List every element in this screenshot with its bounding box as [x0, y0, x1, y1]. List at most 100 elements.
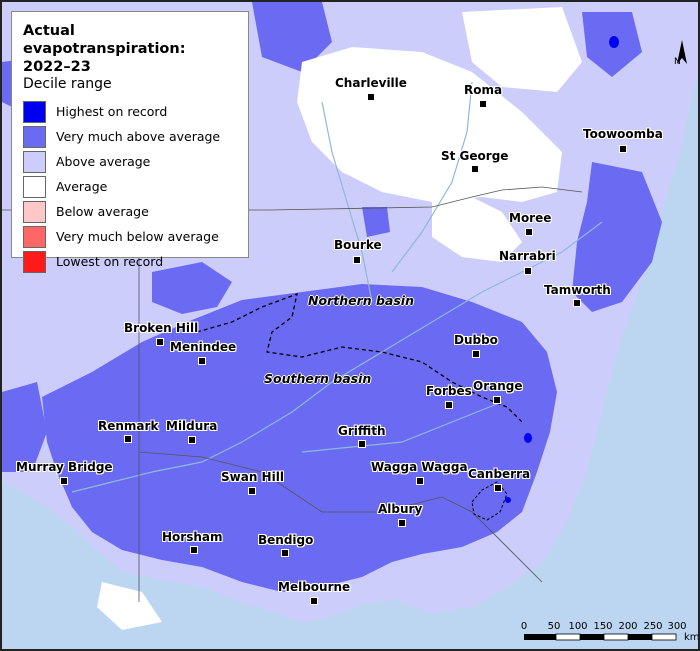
town-marker	[353, 256, 361, 264]
place-label-mildura: Mildura	[166, 419, 218, 433]
place-label-murray-bridge: Murray Bridge	[16, 460, 113, 474]
patch-top	[252, 2, 332, 72]
river-north	[321, 101, 373, 303]
town-marker	[525, 228, 533, 236]
map-legend: Actual evapotranspiration: 2022–23 Decil…	[11, 11, 249, 273]
town-marker	[416, 477, 424, 485]
place-label-albury: Albury	[378, 502, 423, 516]
town-marker	[494, 484, 502, 492]
place-label-canberra: Canberra	[468, 467, 531, 481]
legend-subtitle: Decile range	[23, 76, 112, 92]
legend-item-average: Average	[23, 174, 238, 199]
place-label-wagga-wagga: Wagga Wagga	[371, 460, 468, 474]
scale-seg-6	[651, 633, 677, 641]
basin-division-line	[196, 292, 523, 423]
legend-item-below: Below average	[23, 199, 238, 224]
scale-tick-label: 200	[618, 621, 637, 632]
town-marker	[573, 299, 581, 307]
town-marker	[358, 440, 366, 448]
basin-label-southern: Southern basin	[264, 371, 372, 386]
place-label-griffith: Griffith	[338, 424, 386, 438]
basin-label-northern: Northern basin	[308, 293, 414, 308]
place-label-toowoomba: Toowoomba	[583, 127, 663, 141]
scale-tick-label: 150	[593, 621, 612, 632]
place-label-st-george: St George	[441, 149, 509, 163]
river-network	[71, 81, 603, 493]
town-marker	[156, 338, 164, 346]
town-marker	[471, 165, 479, 173]
legend-label: Highest on record	[56, 104, 168, 119]
place-label-tamworth: Tamworth	[544, 283, 611, 297]
scale-unit-label: km	[684, 632, 698, 643]
legend-label: Average	[56, 179, 108, 194]
legend-item-very-much-below: Very much below average	[23, 224, 238, 249]
river-south	[301, 401, 503, 453]
average-region-ne	[462, 7, 582, 92]
legend-swatch	[23, 150, 46, 173]
legend-label: Below average	[56, 204, 149, 219]
patch-north-west	[152, 262, 232, 314]
north-arrow-icon	[677, 40, 687, 64]
legend-item-very-much-above: Very much above average	[23, 124, 238, 149]
average-region-north	[297, 47, 562, 202]
border-vic-nsw	[138, 451, 543, 583]
legend-label: Above average	[56, 154, 151, 169]
town-marker	[479, 100, 487, 108]
place-label-charleville: Charleville	[335, 76, 407, 90]
legend-swatch	[23, 225, 46, 248]
legend-swatch	[23, 100, 46, 123]
legend-swatch	[23, 200, 46, 223]
place-label-renmark: Renmark	[98, 419, 159, 433]
patch-north-east	[572, 162, 662, 312]
town-marker	[398, 519, 406, 527]
town-marker	[310, 597, 318, 605]
patch-west	[2, 382, 47, 472]
town-marker	[190, 546, 198, 554]
town-marker	[198, 357, 206, 365]
place-label-bourke: Bourke	[334, 238, 382, 252]
place-label-forbes: Forbes	[426, 384, 472, 398]
average-region-coast	[97, 582, 162, 630]
average-region-east	[432, 197, 522, 262]
town-marker	[472, 350, 480, 358]
legend-label: Very much above average	[56, 129, 221, 144]
highest-spot-canberra	[524, 433, 532, 443]
place-label-melbourne: Melbourne	[278, 580, 351, 594]
town-marker	[367, 93, 375, 101]
town-marker	[493, 396, 501, 404]
scale-bar: 0 50 100 150 200 250 300 km	[521, 621, 698, 643]
highest-spot-north	[609, 36, 619, 48]
scale-seg-5	[628, 634, 652, 640]
town-marker	[281, 549, 289, 557]
place-label-bendigo: Bendigo	[258, 533, 314, 547]
basin-above-area	[42, 284, 557, 592]
town-marker	[124, 435, 132, 443]
town-marker	[445, 401, 453, 409]
north-label: N	[674, 57, 681, 67]
town-marker	[248, 487, 256, 495]
legend-swatch	[23, 250, 46, 273]
scale-seg-3	[580, 634, 604, 640]
legend-item-highest: Highest on record	[23, 99, 238, 124]
scale-tick-label: 50	[548, 621, 561, 632]
scale-tick-label: 0	[521, 621, 527, 632]
patch-blob-2	[362, 207, 390, 237]
town-marker	[619, 145, 627, 153]
scale-tick-label: 300	[667, 621, 686, 632]
act-boundary	[471, 481, 508, 521]
place-label-roma: Roma	[464, 83, 503, 97]
legend-swatch	[23, 175, 46, 198]
place-label-swan-hill: Swan Hill	[221, 470, 284, 484]
scale-seg-4	[603, 633, 629, 641]
legend-label: Very much below average	[56, 229, 219, 244]
legend-label: Lowest on record	[56, 254, 164, 269]
scale-seg-2	[555, 633, 581, 641]
river-main	[71, 221, 603, 493]
legend-item-above: Above average	[23, 149, 238, 174]
place-label-moree: Moree	[509, 211, 552, 225]
highest-spot-south	[505, 497, 511, 503]
place-label-narrabri: Narrabri	[499, 249, 556, 263]
river-northeast	[391, 81, 473, 273]
